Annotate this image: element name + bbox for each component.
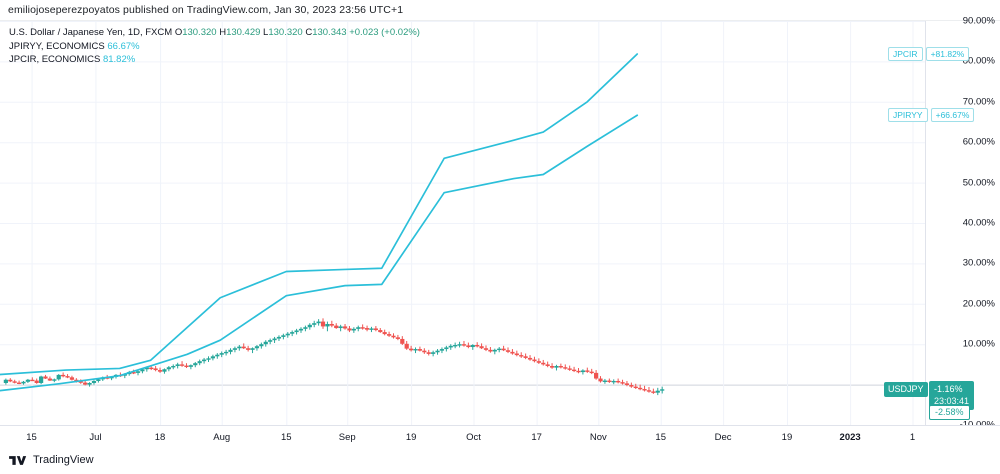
time-axis-label: Sep (338, 432, 356, 443)
time-axis-label: Oct (466, 432, 481, 443)
time-axis-label: 1 (909, 432, 916, 443)
time-axis-label: 17 (531, 432, 542, 443)
usdjpy-pct-secondary[interactable]: -2.58% (929, 405, 970, 421)
price-axis-label: 70.00% (962, 96, 995, 108)
badge-jpcir-value: +81.82% (925, 47, 970, 62)
footer: TradingView (0, 449, 1000, 474)
jpiryy-name: JPIRYY, ECONOMICS (9, 40, 105, 52)
price-axis-label: 30.00% (962, 257, 995, 269)
price-axis-divider (925, 21, 926, 425)
time-axis-label: 15 (281, 432, 292, 443)
chart-canvas (0, 21, 925, 425)
time-axis-label: Aug (213, 432, 231, 443)
publish-text: emiliojoseperezpoyatos published on Trad… (8, 4, 404, 16)
time-axis-label: 19 (781, 432, 793, 443)
badge-jpcir-symbol: JPCIR (888, 47, 923, 62)
usdjpy-time: 23:03:41 (934, 396, 970, 407)
low-label: L (263, 27, 269, 38)
open-value: 130.320 (182, 27, 217, 38)
badge-jpiryy-value: +66.67% (930, 108, 975, 123)
price-axis-label: 40.00% (962, 217, 995, 229)
badge-jpiryy[interactable]: JPIRYY +66.67% (888, 108, 975, 123)
usdjpy-pct2: -2.58% (935, 407, 964, 418)
legend-row-jpcir[interactable]: JPCIR, ECONOMICS 81.82% (9, 53, 420, 67)
legend-row-jpiryy[interactable]: JPIRYY, ECONOMICS 66.67% (9, 40, 420, 54)
price-axis-label: 90.00% (962, 15, 995, 27)
time-axis-label: 15 (655, 432, 666, 443)
close-value: 130.343 (312, 27, 347, 38)
jpiryy-legend-value: 66.67% (107, 40, 140, 52)
usdjpy-price-box[interactable]: -1.16% 23:03:41 (929, 381, 975, 410)
time-axis[interactable]: 15 Jul 18 Aug 15 Sep 19 Oct 17 Nov 15 Dec 19 2023 1 (0, 425, 1000, 449)
price-axis-label: 10.00% (962, 338, 995, 350)
time-axis-label: 19 (405, 432, 417, 443)
badge-jpcir[interactable]: JPCIR +81.82% (888, 47, 970, 62)
time-axis-label: Dec (714, 432, 732, 443)
price-axis-label: 60.00% (962, 136, 995, 148)
close-label: C (305, 27, 313, 38)
price-axis-label: 80.00% (962, 55, 995, 67)
badge-jpiryy-symbol: JPIRYY (888, 108, 928, 123)
time-axis-label: 18 (154, 432, 166, 443)
time-axis-label: Jul (89, 432, 102, 443)
open-label: O (174, 27, 183, 38)
publish-banner: emiliojoseperezpoyatos published on Trad… (0, 0, 1000, 21)
jpcir-legend-value: 81.82% (102, 54, 136, 65)
time-axis-label: Nov (589, 432, 607, 443)
jpcir-name: JPCIR, ECONOMICS (9, 54, 101, 65)
price-axis-label: 50.00% (962, 177, 995, 189)
usdjpy-symbol-label: USDJPY (888, 384, 924, 395)
high-label: H (219, 27, 227, 38)
plot-area[interactable] (0, 21, 925, 425)
usdjpy-symbol-tag[interactable]: USDJPY (884, 382, 928, 397)
tradingview-logo-text: TradingView (33, 454, 94, 466)
low-value: 130.320 (268, 27, 303, 38)
tradingview-logo-icon (9, 455, 27, 465)
tradingview-logo[interactable]: TradingView (9, 454, 94, 466)
chart-legend: U.S. Dollar / Japanese Yen, 1D, FXCM O13… (9, 26, 420, 67)
high-value: 130.429 (226, 27, 261, 38)
price-axis[interactable]: 90.00% 80.00% 70.00% 60.00% 50.00% 40.00% 30.0… (925, 16, 1000, 431)
change-value: +0.023 (+0.02%) (349, 27, 420, 38)
usdjpy-pct: -1.16% (934, 384, 963, 395)
time-axis-label: 15 (26, 432, 37, 443)
legend-row-main[interactable]: U.S. Dollar / Japanese Yen, 1D, FXCM O13… (9, 26, 420, 40)
symbol-title: U.S. Dollar / Japanese Yen, 1D, FXCM (9, 27, 173, 38)
time-axis-label: 2023 (839, 432, 861, 443)
price-axis-label: 20.00% (962, 298, 995, 310)
